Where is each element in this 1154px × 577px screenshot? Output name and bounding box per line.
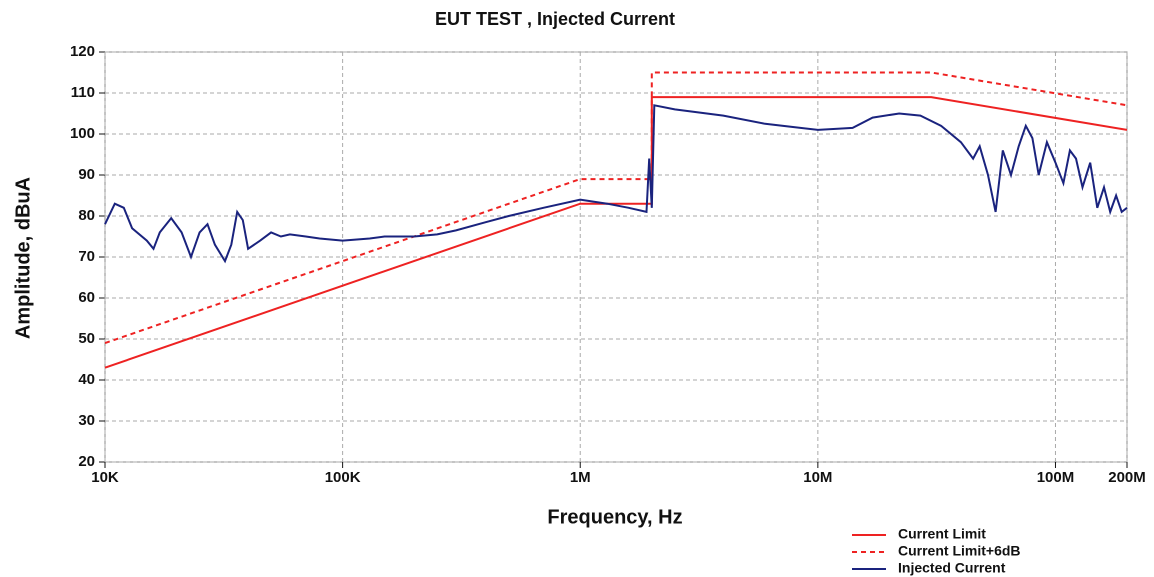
x-tick-label: 100K [325,469,361,486]
x-tick-label: 10M [803,469,832,486]
series-line [104,71,1128,345]
y-tick-label: 110 [71,84,95,101]
chart-title: EUT TEST , Injected Current [435,9,675,29]
y-tick-label: 80 [78,207,95,224]
y-axis-label: Amplitude, dBuA [12,177,34,339]
legend-label: Current Limit+6dB [898,543,1021,559]
y-tick-label: 60 [78,289,95,306]
y-tick-label: 30 [78,412,95,429]
y-tick-label: 20 [78,453,95,470]
y-tick-label: 120 [70,43,95,60]
x-tick-label: 200M [1108,469,1146,486]
y-tick-label: 40 [78,371,95,388]
x-tick-label: 100M [1037,469,1075,486]
y-tick-label: 100 [70,125,95,142]
series-line [104,96,1128,369]
y-tick-label: 50 [78,330,95,347]
y-tick-label: 70 [78,248,95,265]
legend-label: Injected Current [898,560,1006,576]
x-tick-label: 1M [570,469,591,486]
series-line [104,104,1128,264]
y-tick-label: 90 [78,166,95,183]
legend-label: Current Limit [898,526,986,542]
x-tick-label: 10K [91,469,119,486]
x-axis-label: Frequency, Hz [547,506,682,528]
